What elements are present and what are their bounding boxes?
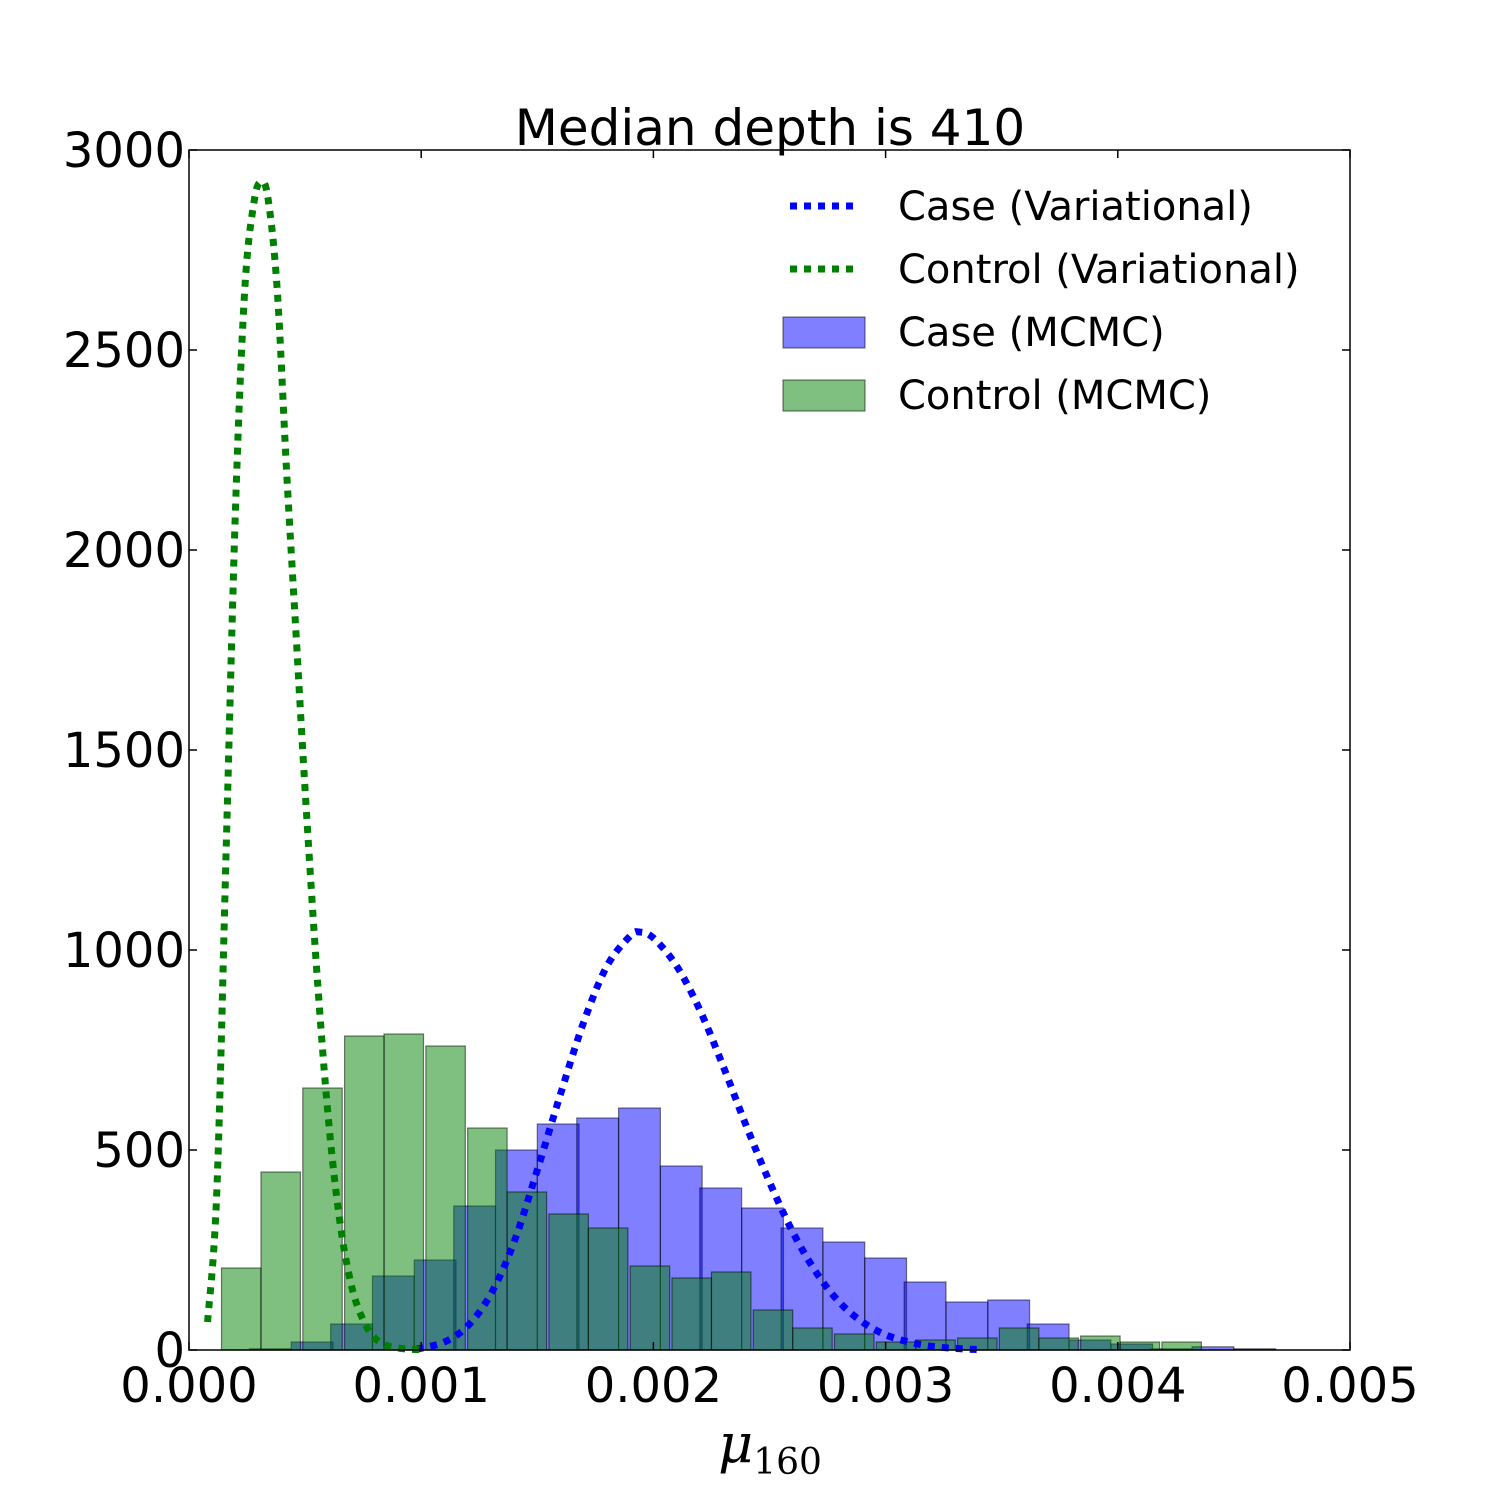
legend-swatch-control-mcmc — [782, 379, 866, 412]
y-tick-label: 2000 — [63, 523, 185, 579]
control-mcmc-bar — [220, 1267, 262, 1351]
legend-label-control-variational: Control (Variational) — [898, 247, 1300, 293]
control-mcmc-bar — [1161, 1341, 1202, 1351]
control-mcmc-bar — [710, 1271, 752, 1351]
control-mcmc-bar — [629, 1265, 671, 1351]
control-mcmc-bar — [587, 1227, 629, 1351]
control-mcmc-bar — [956, 1337, 998, 1351]
control-mcmc-bar — [506, 1191, 548, 1351]
x-tick-label: 0.003 — [817, 1358, 954, 1414]
chart-title: Median depth is 410 — [515, 99, 1025, 157]
y-tick-label: 0 — [154, 1323, 185, 1379]
x-tick-labels: 0.000 0.001 0.002 0.003 0.004 0.005 — [120, 1358, 1418, 1414]
x-axis-label-subscript: 160 — [753, 1442, 822, 1483]
y-tick-label: 1500 — [63, 723, 185, 779]
y-tick-label: 500 — [93, 1123, 185, 1179]
control-mcmc-bar — [833, 1333, 875, 1351]
legend-label-control-mcmc: Control (MCMC) — [898, 373, 1211, 419]
control-mcmc-bar — [425, 1045, 466, 1351]
legend: Case (Variational) Control (Variational) C… — [782, 184, 1300, 419]
legend-label-case-variational: Case (Variational) — [898, 184, 1253, 230]
y-tick-label: 3000 — [63, 123, 185, 179]
x-axis-label: μ160 — [718, 1412, 822, 1483]
legend-swatch-case-mcmc — [782, 316, 866, 349]
control-mcmc-bar — [1038, 1337, 1079, 1351]
control-mcmc-bar — [343, 1035, 385, 1351]
control-mcmc-bar — [875, 1341, 917, 1351]
axis-ticks — [188, 149, 1351, 1351]
y-tick-labels: 0 500 1000 1500 2000 2500 3000 — [63, 123, 185, 1379]
y-tick-label: 2500 — [63, 323, 185, 379]
control-mcmc-bar — [752, 1309, 794, 1351]
control-mcmc-bar — [792, 1327, 833, 1351]
case-mcmc-bar — [903, 1281, 947, 1351]
x-tick-label: 0.005 — [1281, 1358, 1418, 1414]
control-mcmc-bar — [260, 1171, 302, 1351]
control-mcmc-bar — [998, 1327, 1040, 1351]
control-mcmc-bar — [671, 1277, 713, 1351]
control-mcmc-bar — [1119, 1341, 1161, 1351]
control-mcmc-bar — [915, 1339, 956, 1351]
x-axis-label-symbol: μ — [718, 1412, 753, 1475]
control-mcmc-bar — [383, 1033, 425, 1351]
control-variational-line — [204, 178, 422, 1354]
x-tick-label: 0.001 — [352, 1358, 489, 1414]
variational-lines — [204, 178, 979, 1354]
legend-label-case-mcmc: Case (MCMC) — [898, 310, 1165, 356]
y-tick-label: 1000 — [63, 923, 185, 979]
case-variational-line — [415, 928, 979, 1354]
control-mcmc-bar — [467, 1127, 508, 1351]
control-mcmc-bar — [1080, 1335, 1121, 1351]
control-mcmc-bar — [302, 1087, 343, 1351]
x-tick-label: 0.000 — [120, 1358, 257, 1414]
x-tick-label: 0.004 — [1049, 1358, 1186, 1414]
control-mcmc-bar — [548, 1213, 589, 1351]
x-tick-label: 0.002 — [585, 1358, 722, 1414]
